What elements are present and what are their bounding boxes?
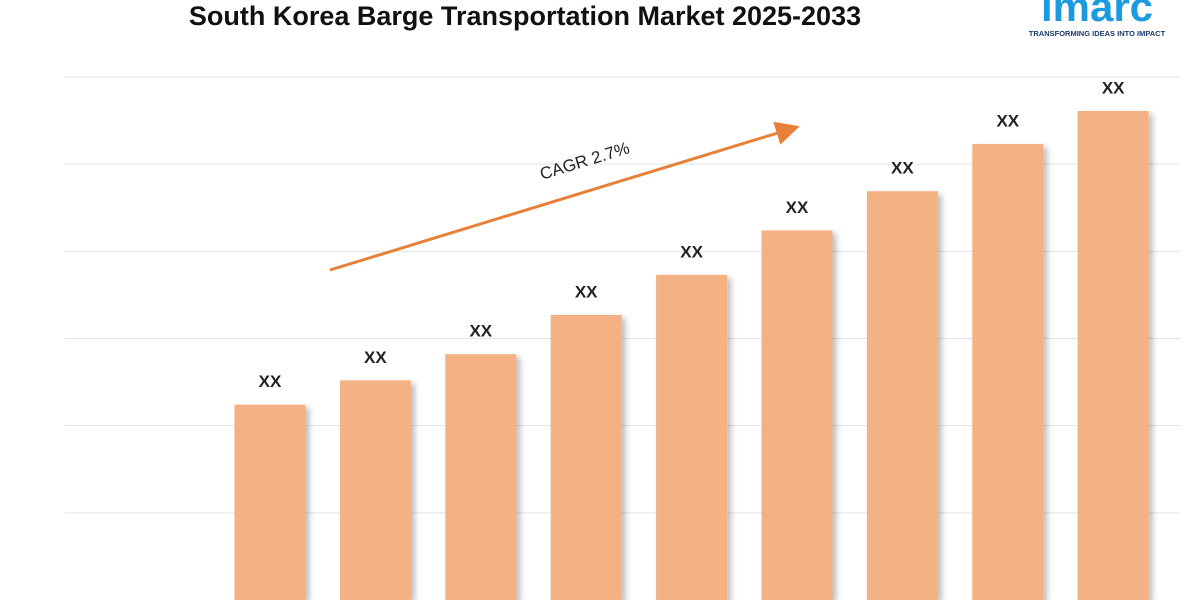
bar — [761, 230, 833, 600]
value-label: XX — [680, 242, 703, 261]
logo-name: imarc — [1041, 0, 1153, 30]
value-label: XX — [259, 372, 282, 391]
value-label: XX — [996, 112, 1019, 131]
logo-tagline: TRANSFORMING IDEAS INTO IMPACT — [1029, 29, 1166, 38]
bar — [866, 191, 938, 600]
chart-title: South Korea Barge Transportation Market … — [189, 1, 861, 31]
cagr-label: CAGR 2.7% — [538, 138, 632, 183]
bar — [656, 274, 728, 600]
value-label: XX — [469, 322, 492, 341]
value-label: XX — [786, 198, 809, 217]
bar — [550, 314, 622, 600]
bar — [1077, 110, 1149, 600]
bar — [234, 404, 306, 600]
value-label: XX — [1102, 78, 1125, 97]
cagr-arrow — [329, 121, 800, 272]
bar — [445, 354, 517, 600]
value-label: XX — [575, 282, 598, 301]
bar — [339, 380, 411, 600]
bar — [972, 144, 1044, 600]
value-label: XX — [891, 159, 914, 178]
value-label: XX — [364, 348, 387, 367]
